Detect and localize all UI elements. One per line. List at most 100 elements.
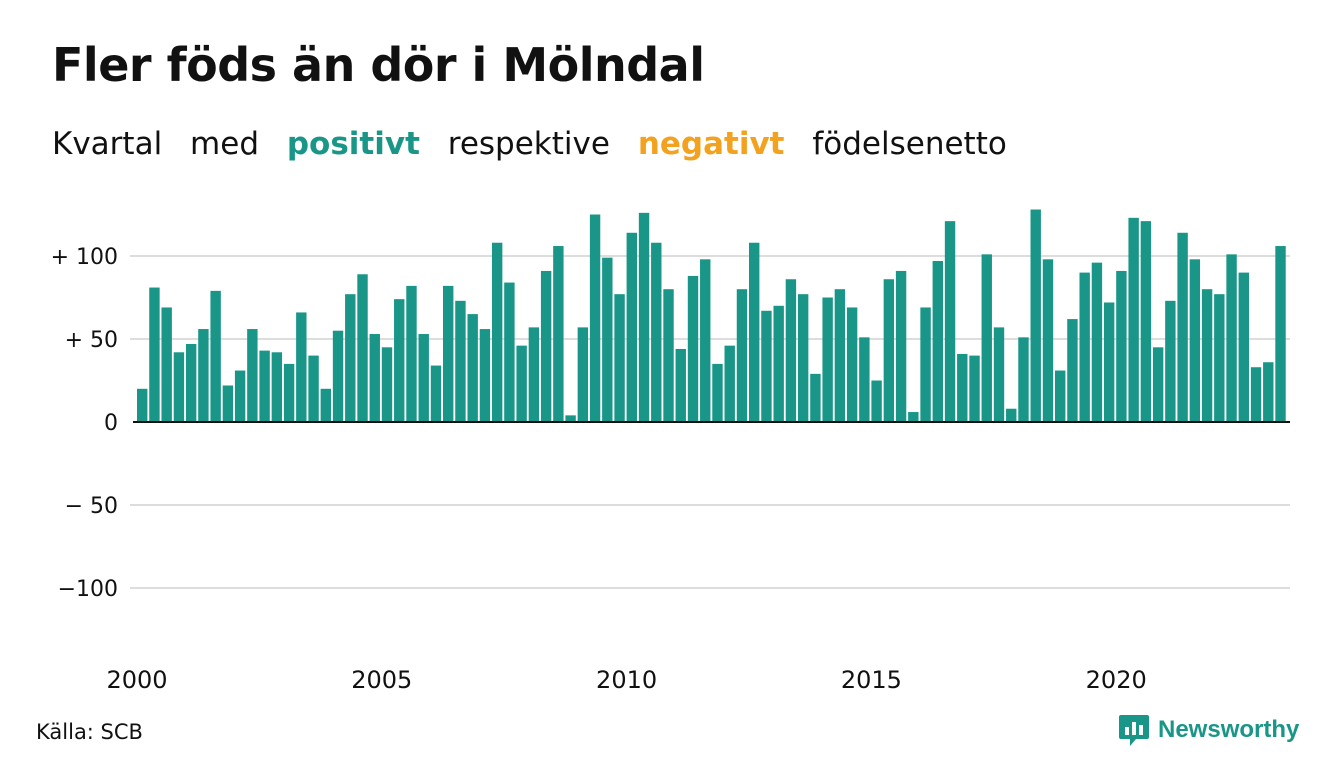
- bar: [834, 289, 846, 422]
- bar: [467, 314, 478, 422]
- subtitle-negative: negativt: [637, 126, 785, 162]
- newsworthy-logo-icon: [1119, 715, 1149, 746]
- bar: [418, 334, 429, 422]
- bar: [1116, 270, 1127, 422]
- bar: [577, 327, 589, 422]
- bar: [1140, 221, 1152, 422]
- bar: [430, 365, 442, 422]
- bar: [308, 355, 319, 422]
- y-tick-label: 0: [104, 411, 118, 436]
- bar: [749, 242, 760, 422]
- bar: [1006, 408, 1017, 422]
- bar: [785, 279, 797, 422]
- bar: [773, 305, 784, 422]
- bar: [602, 257, 613, 422]
- chart-title: Fler föds än dör i Mölndal: [52, 38, 705, 92]
- bar: [137, 388, 148, 422]
- bar: [1226, 254, 1237, 422]
- bar: [540, 270, 552, 422]
- bar: [1079, 272, 1090, 422]
- bar: [1238, 272, 1249, 422]
- x-tick-label: 2010: [596, 666, 657, 694]
- bar: [614, 294, 625, 422]
- bar: [185, 343, 197, 422]
- chart-subtitle: Kvartal med positivt respektive negativt…: [52, 126, 1025, 162]
- bar: [553, 246, 564, 422]
- bar: [1067, 319, 1078, 422]
- y-tick-label: −100: [58, 577, 118, 602]
- bar: [1189, 259, 1201, 422]
- bar: [920, 307, 931, 422]
- subtitle-word: födelsenetto: [812, 126, 1007, 162]
- brand-logo: Newsworthy: [1118, 712, 1299, 748]
- bar: [675, 348, 686, 422]
- bar: [871, 380, 882, 422]
- y-tick-label: − 50: [65, 494, 118, 519]
- bar: [859, 337, 870, 422]
- bar: [1165, 300, 1176, 422]
- bar: [797, 294, 809, 422]
- bar: [895, 270, 907, 422]
- bar: [932, 260, 943, 422]
- bar: [1055, 370, 1066, 422]
- bar: [736, 289, 748, 422]
- x-tick-label: 2005: [351, 666, 412, 694]
- bar: [565, 415, 576, 422]
- bar: [1091, 262, 1103, 422]
- bar: [1263, 362, 1274, 422]
- bar: [712, 363, 723, 422]
- bar: [369, 334, 380, 422]
- bar: [1275, 246, 1286, 422]
- bar: [332, 330, 344, 422]
- bar: [491, 242, 503, 422]
- bar: [1103, 302, 1115, 422]
- bar: [687, 275, 699, 422]
- bar: [516, 345, 527, 422]
- bar: [700, 259, 711, 422]
- bar: [161, 307, 172, 422]
- source-note: Källa: SCB: [36, 720, 143, 744]
- x-tick-label: 2000: [106, 666, 167, 694]
- bar: [1018, 337, 1029, 422]
- subtitle-word: med: [190, 126, 259, 162]
- x-tick-label: 2020: [1086, 666, 1147, 694]
- bar: [883, 279, 895, 422]
- bar: [504, 282, 515, 422]
- bar: [234, 370, 246, 422]
- bar: [993, 327, 1005, 422]
- bar: [1042, 259, 1054, 422]
- bar: [1128, 217, 1139, 422]
- bar: [957, 353, 968, 422]
- bar: [320, 388, 331, 422]
- bar: [406, 285, 417, 422]
- bar: [1250, 367, 1262, 422]
- bar: [283, 363, 295, 422]
- bar: [173, 352, 185, 422]
- bar: [479, 329, 491, 422]
- bar: [908, 412, 919, 422]
- subtitle-word: Kvartal: [52, 126, 163, 162]
- y-tick-label: + 100: [51, 245, 118, 270]
- bar: [638, 212, 650, 422]
- bar: [1177, 232, 1188, 422]
- bar: [724, 345, 735, 422]
- bar: [944, 221, 956, 422]
- bar: [345, 294, 356, 422]
- bar: [198, 329, 209, 422]
- bar: [210, 290, 221, 422]
- bar: [271, 352, 283, 422]
- subtitle-positive: positivt: [286, 126, 420, 162]
- bar: [222, 385, 234, 422]
- bar: [1152, 347, 1164, 422]
- bar: [259, 350, 270, 422]
- x-tick-label: 2015: [841, 666, 902, 694]
- bar: [981, 254, 992, 422]
- brand-name: Newsworthy: [1158, 716, 1300, 743]
- bar: [822, 297, 833, 422]
- bar: [969, 355, 980, 422]
- bar: [1201, 289, 1213, 422]
- bar: [589, 214, 601, 422]
- bar: [381, 347, 393, 422]
- bar: [149, 287, 160, 422]
